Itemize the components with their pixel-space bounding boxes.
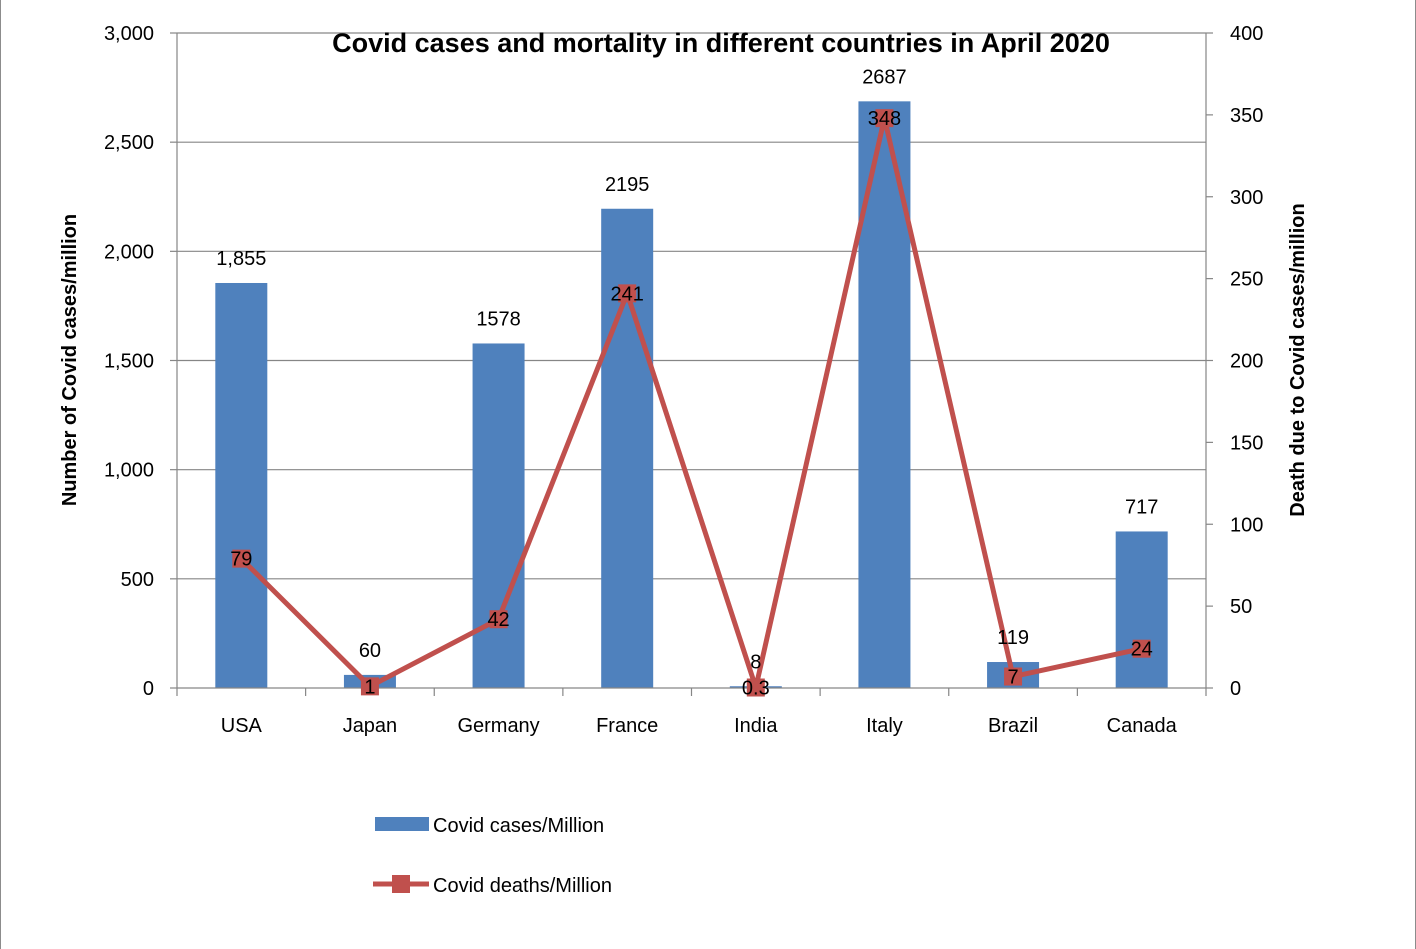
deaths-marker-germany <box>489 610 508 629</box>
line-data-label: 79 <box>230 549 252 571</box>
bar-data-label: 1578 <box>476 308 521 330</box>
bar-germany <box>472 343 525 688</box>
left-axis-tick-label: 1,000 <box>104 460 154 482</box>
line-data-label: 0.3 <box>742 678 770 700</box>
bar-data-label: 1,855 <box>216 248 266 270</box>
left-axis-tick-label: 1,500 <box>104 351 154 373</box>
left-axis-tick-label: 500 <box>121 569 154 591</box>
right-axis-tick-label: 0 <box>1230 678 1241 700</box>
right-axis-tick-label: 400 <box>1230 23 1263 45</box>
line-data-label: 348 <box>868 108 901 130</box>
bar-data-label: 8 <box>750 651 761 673</box>
deaths-marker-italy <box>875 109 894 128</box>
right-axis-tick-label: 250 <box>1230 269 1263 291</box>
deaths-marker-brazil <box>1004 667 1023 686</box>
deaths-marker-india <box>746 678 765 697</box>
bar-data-label: 2195 <box>605 174 650 196</box>
line-data-label: 7 <box>1008 667 1019 689</box>
right-axis-tick-label: 50 <box>1230 596 1252 618</box>
legend-label-cases: Covid cases/Million <box>433 815 604 837</box>
line-data-label: 1 <box>364 676 375 698</box>
deaths-marker-france <box>618 284 637 303</box>
deaths-marker-canada <box>1132 639 1151 658</box>
right-axis-tick-label: 200 <box>1230 351 1263 373</box>
deaths-marker-japan <box>360 677 379 696</box>
bar-series <box>215 101 1168 689</box>
bar-usa <box>215 282 268 688</box>
left-axis-title: Number of Covid cases/million <box>59 214 81 506</box>
bar-data-label: 717 <box>1125 496 1158 518</box>
left-axis-tick-label: 2,500 <box>104 132 154 154</box>
left-axis-tick-label: 0 <box>143 678 154 700</box>
legend-label-deaths: Covid deaths/Million <box>433 875 612 897</box>
line-series <box>232 109 1151 697</box>
left-axis-tick-label: 2,000 <box>104 241 154 263</box>
legend: Covid cases/Million Covid deaths/Million <box>373 815 612 897</box>
right-axis-title: Death due to Covid cases/million <box>1287 203 1309 516</box>
data-labels: 1,855 60 1578 2195 8 2687 119 717 79 1 42 241 0.3 348… <box>216 66 1158 699</box>
x-axis-tick-label: USA <box>221 715 263 737</box>
left-axis-tick-label: 3,000 <box>104 23 154 45</box>
x-axis-tick-label: Germany <box>457 715 539 737</box>
chart-title: Covid cases and mortality in different c… <box>332 28 1110 58</box>
x-axis-tick-label: India <box>734 715 778 737</box>
right-axis-tick-label: 150 <box>1230 432 1263 454</box>
bar-data-label: 2687 <box>862 66 907 88</box>
gridlines <box>177 32 1206 580</box>
legend-swatch-cases <box>375 817 429 831</box>
right-axis-tick-label: 350 <box>1230 105 1263 127</box>
legend-swatch-deaths-marker <box>392 875 410 893</box>
deaths-line <box>239 115 1143 691</box>
x-axis-tick-label: Canada <box>1107 715 1178 737</box>
bar-canada <box>1115 531 1168 688</box>
line-data-label: 241 <box>611 283 644 305</box>
bar-france <box>601 208 654 688</box>
x-axis-tick-label: Italy <box>866 715 903 737</box>
bar-data-label: 60 <box>359 640 381 662</box>
x-axis-tick-label: Brazil <box>988 715 1038 737</box>
x-axis-tick-label: France <box>596 715 658 737</box>
deaths-marker-usa <box>232 549 251 568</box>
line-data-label: 24 <box>1131 639 1153 661</box>
bar-data-label: 119 <box>997 627 1029 649</box>
x-axis-tick-label: Japan <box>343 715 398 737</box>
right-axis-tick-label: 300 <box>1230 187 1263 209</box>
right-axis-tick-label: 100 <box>1230 514 1263 536</box>
axes: 0 500 1,000 1,500 2,000 2,500 3,000 0 50 100 150 20… <box>104 23 1263 737</box>
line-data-label: 42 <box>487 609 509 631</box>
